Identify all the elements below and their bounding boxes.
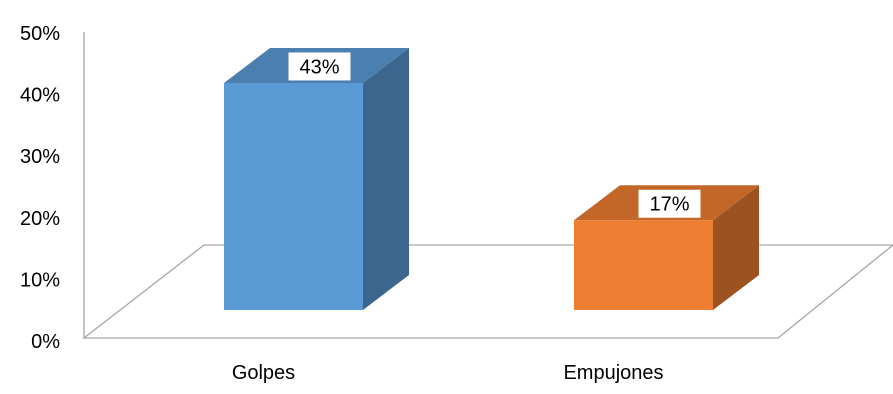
x-tick-label: Empujones [563, 362, 663, 384]
axis-group: 0% 10% 20% 30% 40% 50% [20, 23, 85, 353]
data-label-background [638, 189, 701, 218]
y-tick-label: 20% [20, 208, 60, 230]
chart-floor [82, 244, 893, 339]
y-tick-label: 40% [20, 85, 60, 107]
y-tick-label: 50% [20, 23, 60, 45]
y-tick-label: 30% [20, 146, 60, 168]
y-tick-label: 10% [20, 269, 60, 291]
labels-group: 43% Golpes 17% Empujones [232, 52, 701, 384]
bars-group [224, 47, 759, 311]
y-tick-label: 0% [31, 331, 60, 353]
bar-front-empujones [574, 220, 713, 310]
data-label-background [288, 52, 351, 81]
x-tick-label: Golpes [232, 362, 295, 384]
chart-floor-group [82, 244, 893, 339]
bar-side-golpes [363, 47, 409, 311]
bar-front-golpes [224, 82, 363, 311]
data-label: 17% [649, 194, 689, 216]
data-label: 43% [299, 56, 339, 78]
bar-side-empujones [713, 185, 759, 310]
